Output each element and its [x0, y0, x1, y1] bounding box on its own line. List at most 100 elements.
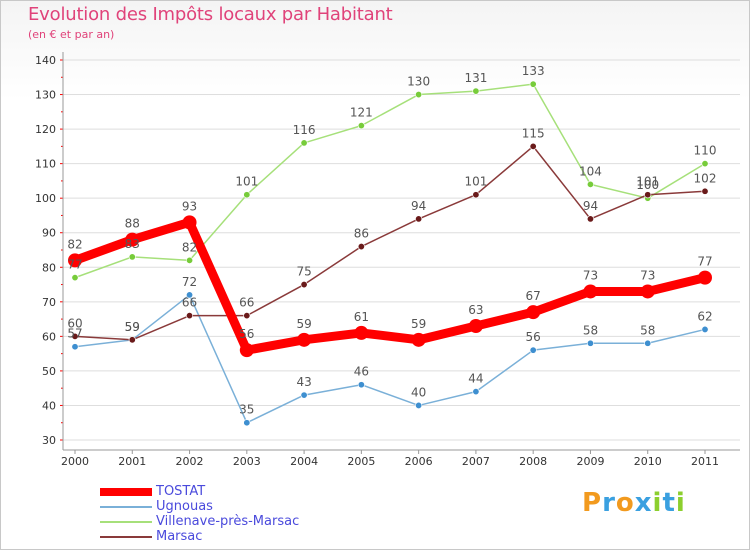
legend-label: Marsac — [156, 529, 203, 544]
y-tick-label: 140 — [35, 54, 56, 67]
data-point — [357, 243, 365, 251]
data-label: 59 — [125, 320, 140, 334]
data-label: 59 — [125, 320, 140, 334]
data-point — [586, 215, 594, 223]
data-point — [186, 312, 194, 320]
legend-item: Marsac — [100, 529, 299, 544]
data-point — [472, 388, 480, 396]
x-tick-label: 2006 — [405, 455, 433, 468]
data-point — [526, 305, 541, 320]
data-point — [239, 343, 254, 358]
chart-subtitle: (en € et par an) — [28, 28, 115, 41]
y-tick-label: 80 — [42, 261, 56, 274]
x-tick-label: 2007 — [462, 455, 490, 468]
series-line-villenave-pr-s-marsac — [74, 83, 706, 279]
x-tick-label: 2000 — [61, 455, 89, 468]
data-label: 94 — [411, 199, 426, 213]
data-point — [357, 381, 365, 389]
proxiti-logo: Proxiti — [582, 488, 686, 518]
data-point — [472, 191, 480, 199]
data-point — [644, 191, 652, 199]
series-line-marsac — [74, 145, 706, 341]
legend-label: Ugnouas — [156, 499, 213, 514]
x-tick-label: 2010 — [634, 455, 662, 468]
data-point — [297, 332, 312, 347]
data-label: 82 — [67, 237, 82, 251]
data-label: 40 — [411, 385, 426, 399]
data-label: 59 — [296, 317, 311, 331]
data-point — [701, 325, 709, 333]
x-tick-label: 2003 — [233, 455, 261, 468]
data-point — [472, 87, 480, 95]
data-label: 94 — [583, 199, 598, 213]
data-point — [243, 312, 251, 320]
logo-letter: i — [652, 488, 663, 518]
data-point — [644, 339, 652, 347]
data-point — [468, 319, 483, 333]
x-tick-label: 2011 — [691, 455, 719, 468]
data-point — [529, 142, 537, 150]
y-tick-label: 30 — [42, 434, 56, 447]
data-point — [586, 180, 594, 188]
data-label: 58 — [640, 323, 655, 337]
data-point — [300, 281, 308, 289]
x-tick-label: 2004 — [290, 455, 318, 468]
data-label: 59 — [411, 317, 426, 331]
logo-letter: P — [582, 488, 603, 518]
logo-letter: o — [615, 488, 635, 518]
data-label: 66 — [182, 296, 197, 310]
data-point — [415, 215, 423, 223]
data-label: 43 — [296, 375, 311, 389]
data-label: 83 — [125, 237, 140, 251]
data-point — [71, 274, 79, 282]
data-label: 88 — [125, 217, 140, 231]
data-label: 60 — [67, 316, 82, 330]
data-point — [529, 80, 537, 88]
data-point — [701, 187, 709, 195]
logo-letter: x — [634, 488, 653, 518]
legend-label: TOSTAT — [156, 484, 206, 499]
data-label: 56 — [526, 330, 541, 344]
data-label: 73 — [583, 268, 598, 282]
data-point — [186, 291, 194, 299]
data-point — [586, 339, 594, 347]
data-label: 63 — [468, 303, 483, 317]
data-label: 57 — [67, 327, 82, 341]
data-label: 75 — [296, 265, 311, 279]
data-point — [640, 284, 655, 299]
data-point — [243, 419, 251, 427]
data-point — [529, 346, 537, 354]
y-tick-label: 110 — [35, 158, 56, 171]
data-point — [415, 401, 423, 409]
data-label: 67 — [526, 289, 541, 303]
data-point — [71, 332, 79, 340]
data-label: 130 — [407, 75, 430, 89]
data-point — [243, 191, 251, 199]
data-point — [701, 160, 709, 168]
data-label: 77 — [67, 258, 82, 272]
data-label: 121 — [350, 106, 373, 120]
data-label: 82 — [182, 240, 197, 254]
data-point — [300, 139, 308, 147]
data-point — [583, 284, 598, 299]
data-label: 62 — [697, 309, 712, 323]
y-tick-label: 70 — [42, 296, 56, 309]
data-point — [125, 232, 140, 247]
gridlines — [63, 59, 740, 441]
data-point — [128, 253, 136, 261]
data-label: 110 — [694, 144, 717, 158]
data-point — [354, 325, 369, 340]
series-lines — [70, 83, 710, 424]
data-point — [128, 336, 136, 344]
data-labels: 57 59 72 35 43 46 40 44 56 58 58 62 77 83 82 101 116 121 1… — [67, 64, 716, 417]
data-point — [71, 343, 79, 351]
x-tick-label: 2009 — [576, 455, 604, 468]
data-label: 58 — [583, 323, 598, 337]
data-label: 115 — [522, 126, 545, 140]
data-label: 131 — [464, 71, 487, 85]
data-label: 72 — [182, 275, 197, 289]
y-tick-label: 90 — [42, 227, 56, 240]
y-tick-label: 40 — [42, 399, 56, 412]
legend-swatch — [100, 535, 152, 538]
data-label: 100 — [636, 178, 659, 192]
